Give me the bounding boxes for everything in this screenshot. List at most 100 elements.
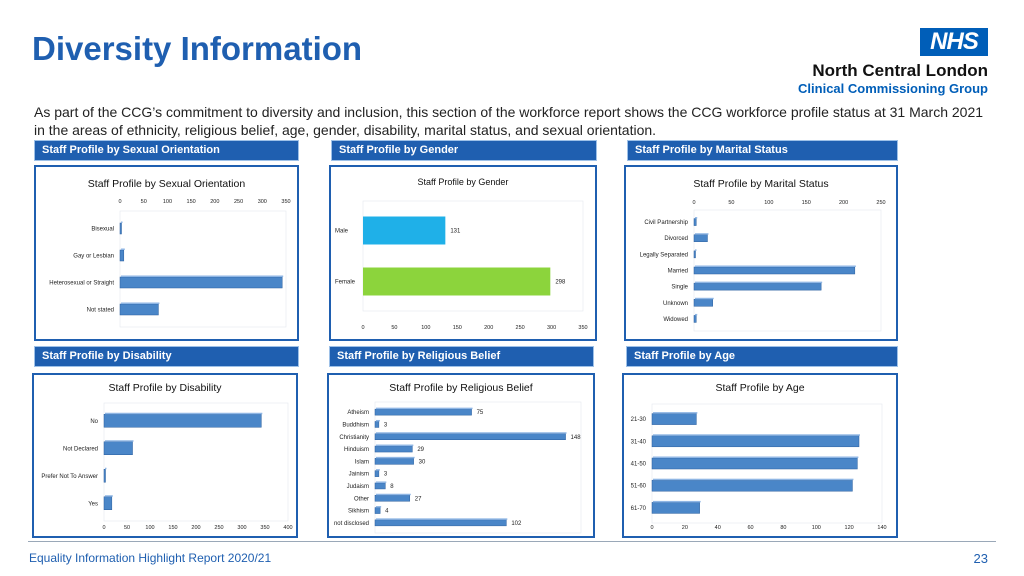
bar-bevel: [376, 469, 380, 471]
axis-tick-label: 100: [764, 200, 773, 206]
bar: [374, 458, 414, 465]
axis-tick-label: 100: [163, 199, 172, 205]
chart-gender: Staff Profile by Gender 0 50 100 150 200 250 30…: [329, 165, 597, 341]
category-label: Hinduism: [344, 447, 369, 453]
plot-area: [374, 401, 582, 534]
bar-bevel: [695, 249, 697, 251]
axis-tick-label: 250: [516, 325, 525, 331]
category-label: Gay or Lesbian: [73, 254, 114, 260]
bar-bevel: [695, 297, 714, 300]
bar: [374, 519, 507, 527]
category-label: Female: [335, 280, 356, 286]
axis-tick-label: 40: [715, 525, 721, 531]
bar: [103, 469, 106, 483]
bar: [119, 222, 122, 235]
bar: [693, 266, 856, 275]
data-label: 3: [384, 422, 388, 428]
axis-tick-label: 200: [191, 525, 200, 531]
plot-area: [103, 402, 289, 522]
bar-bevel: [695, 281, 823, 284]
bar: [651, 457, 858, 470]
category-label: 41-50: [631, 462, 647, 468]
bar: [374, 507, 381, 514]
bar-bevel: [376, 407, 473, 410]
data-label: 102: [511, 521, 522, 527]
axis-tick-label: 200: [839, 200, 848, 206]
category-label: Christianity: [339, 435, 369, 441]
axis-tick-label: 140: [877, 525, 886, 531]
axis-tick-label: 300: [547, 325, 556, 331]
bar-bevel: [653, 434, 860, 436]
bar-bevel: [121, 302, 160, 304]
bar: [119, 303, 159, 316]
category-label: Jainism: [349, 472, 369, 478]
chart-title: Staff Profile by Age: [715, 382, 804, 394]
category-label: Judaism: [347, 484, 369, 490]
category-label: Single: [671, 285, 688, 291]
axis-tick-label: 200: [210, 199, 219, 205]
axis-tick-label: 0: [118, 199, 121, 205]
category-label: Bisexual: [91, 227, 114, 233]
axis-tick-label: 60: [748, 525, 754, 531]
chart-title: Staff Profile by Religious Belief: [389, 382, 532, 394]
bar: [651, 479, 853, 492]
category-label: No: [90, 419, 98, 425]
intro-text: As part of the CCG’s commitment to diver…: [34, 104, 984, 138]
category-label: Heterosexual or Straight: [49, 281, 114, 287]
data-label: 4: [385, 509, 389, 515]
bar-bevel: [653, 478, 854, 481]
bar-bevel: [695, 265, 856, 267]
bar-bevel: [121, 248, 125, 250]
category-label: Widowed: [663, 317, 688, 323]
axis-tick-label: 0: [692, 200, 695, 206]
data-label: 148: [571, 435, 582, 441]
bar: [374, 482, 386, 490]
axis-tick-label: 50: [728, 200, 734, 206]
plot-area: [362, 200, 584, 312]
category-label: Yes: [88, 501, 98, 507]
bar: [103, 414, 262, 428]
category-label: Buddhism: [342, 422, 369, 428]
section-header-marital-status: Staff Profile by Marital Status: [627, 140, 898, 161]
bar-bevel: [376, 481, 387, 483]
bar-bevel: [376, 419, 380, 422]
bar-bevel: [695, 313, 698, 316]
page-title: Diversity Information: [32, 30, 363, 67]
category-label: Islam: [355, 459, 369, 465]
bar: [651, 413, 697, 425]
axis-tick-label: 150: [187, 199, 196, 205]
data-label: 27: [415, 496, 422, 502]
chart-title: Staff Profile by Gender: [418, 177, 509, 187]
bar-bevel: [376, 456, 415, 459]
org-name: North Central London: [812, 61, 988, 80]
category-label: Unknown: [663, 301, 688, 307]
section-header-sexual-orientation: Staff Profile by Sexual Orientation: [34, 140, 299, 161]
bar: [119, 276, 283, 289]
bar: [693, 218, 697, 226]
nhs-logo: NHS North Central London Clinical Commis…: [788, 28, 988, 98]
data-label: 75: [477, 410, 484, 416]
axis-tick-label: 100: [812, 525, 821, 531]
category-label: Not Declared: [63, 446, 98, 452]
bar-bevel: [695, 233, 709, 235]
chart-title: Staff Profile by Marital Status: [693, 178, 828, 190]
axis-tick-label: 150: [168, 525, 177, 531]
bar: [651, 502, 700, 514]
axis-tick-label: 20: [682, 525, 688, 531]
bar: [693, 282, 822, 291]
bar-bevel: [376, 506, 382, 508]
axis-tick-label: 250: [876, 200, 885, 206]
category-label: Civil Partnership: [644, 220, 688, 226]
axis-tick-label: 300: [237, 525, 246, 531]
bar: [651, 435, 860, 448]
section-header-gender: Staff Profile by Gender: [331, 140, 597, 161]
category-label: 31-40: [631, 439, 647, 445]
category-label: 51-60: [631, 484, 647, 490]
axis-tick-label: 120: [845, 525, 854, 531]
bar-bevel: [653, 456, 859, 458]
footer-divider: [28, 541, 996, 542]
axis-tick-label: 300: [258, 199, 267, 205]
bar: [374, 408, 472, 416]
axis-tick-label: 50: [124, 525, 130, 531]
category-label: Male: [335, 229, 349, 235]
